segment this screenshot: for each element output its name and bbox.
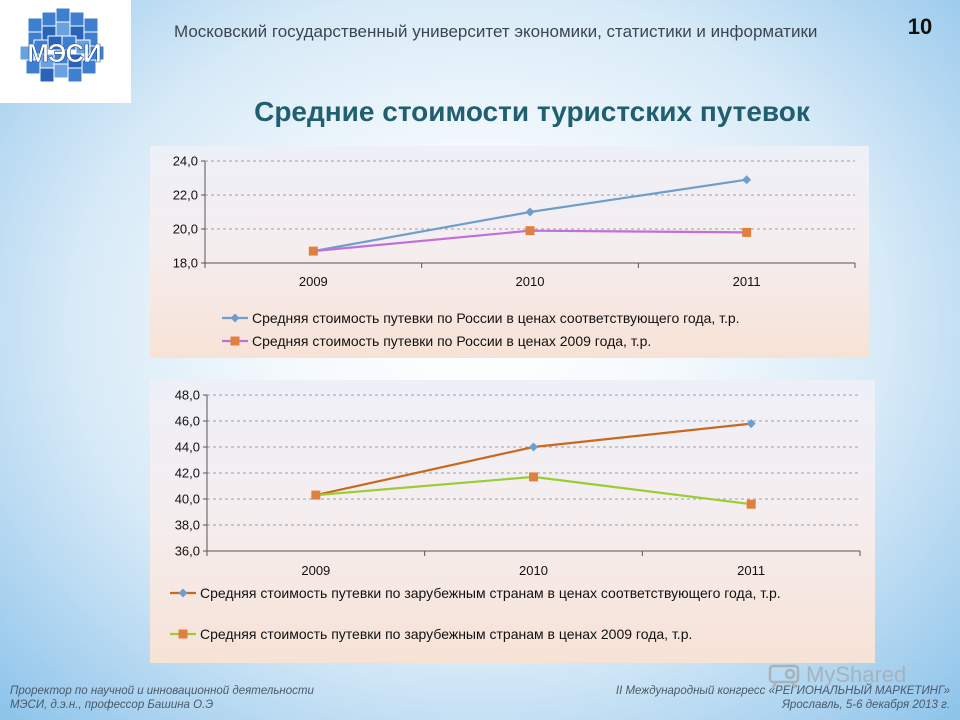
page-number: 10 [907, 14, 933, 39]
footer-event: II Международный конгресс «РЕГИОНАЛЬНЫЙ … [480, 684, 950, 712]
watermark-text: MyShared [806, 662, 907, 687]
legend-swatch [170, 629, 196, 639]
data-point [746, 499, 756, 509]
series-1 [308, 175, 752, 256]
x-tick-label: 2010 [516, 274, 545, 289]
data-point [746, 419, 756, 429]
legend-marker [178, 588, 188, 598]
x-tick-label: 2009 [301, 563, 330, 578]
slide-title: Средние стоимости туристских путевок [254, 96, 810, 127]
chart-plot: 36,0 38,0 40,0 42,0 44,0 46,0 48,0 2009 2010 2011 [175, 388, 861, 578]
data-point [525, 226, 535, 236]
y-tick-label: 48,0 [175, 388, 200, 403]
legend-swatch [170, 588, 196, 598]
legend-marker [178, 629, 188, 639]
y-tick-label: 38,0 [175, 518, 200, 533]
y-tick-label: 36,0 [175, 544, 200, 559]
chart-abroad: 36,0 38,0 40,0 42,0 44,0 46,0 48,0 2009 2010 2011… [150, 380, 875, 663]
university-logo-icon: МЭСИ [19, 7, 105, 83]
data-point [525, 207, 535, 217]
series-1 [311, 419, 756, 500]
y-tick-label: 24,0 [173, 154, 198, 169]
data-point [311, 490, 321, 500]
x-tick-label: 2009 [299, 274, 328, 289]
footer-author-line2: МЭСИ, д.э.н., профессор Башина О.Э [10, 699, 214, 711]
y-tick-label: 42,0 [175, 466, 200, 481]
watermark: MyShared [768, 658, 928, 692]
series-2 [311, 472, 756, 509]
legend-marker [230, 313, 240, 323]
data-point [529, 442, 538, 452]
legend-swatch [222, 313, 248, 323]
legend-label: Средняя стоимость путевки по зарубежным … [200, 585, 781, 601]
footer-author-line1: Проректор по научной и инновационной дея… [10, 685, 314, 697]
y-tick-label: 46,0 [175, 414, 200, 429]
y-tick-label: 18,0 [173, 256, 198, 271]
data-point [742, 175, 752, 185]
footer-event-line1: II Международный конгресс «РЕГИОНАЛЬНЫЙ … [615, 685, 950, 697]
y-tick-label: 44,0 [175, 440, 200, 455]
series-line [315, 422, 752, 497]
data-point [742, 227, 752, 237]
data-point [529, 472, 538, 482]
series-2 [308, 226, 752, 256]
footer-author: Проректор по научной и инновационной дея… [10, 684, 370, 712]
chart-plot: 18,0 20,0 22,0 24,0 2009 2010 2011 [173, 154, 856, 289]
x-tick-label: 2011 [733, 274, 761, 289]
x-tick-label: 2010 [519, 563, 548, 578]
legend-marker [230, 336, 240, 346]
data-point [308, 246, 318, 256]
chart-russia: 18,0 20,0 22,0 24,0 2009 2010 2011 Средняя стои… [150, 146, 869, 358]
legend-swatch [222, 336, 248, 346]
legend-label: Средняя стоимость путевки по зарубежным … [200, 626, 693, 642]
y-tick-label: 40,0 [175, 492, 200, 507]
university-logo: МЭСИ [0, 0, 131, 103]
svg-text:МЭСИ: МЭСИ [27, 38, 101, 68]
footer-event-line2: Ярославль, 5-6 декабря 2013 г. [782, 699, 950, 711]
projector-icon [768, 664, 800, 689]
y-tick-label: 20,0 [173, 222, 198, 237]
x-tick-label: 2011 [737, 563, 765, 578]
legend-label: Средняя стоимость путевки по России в це… [252, 333, 652, 349]
legend-label: Средняя стоимость путевки по России в це… [252, 310, 740, 326]
y-tick-label: 22,0 [173, 188, 198, 203]
university-name: Московский государственный университет э… [174, 22, 818, 41]
